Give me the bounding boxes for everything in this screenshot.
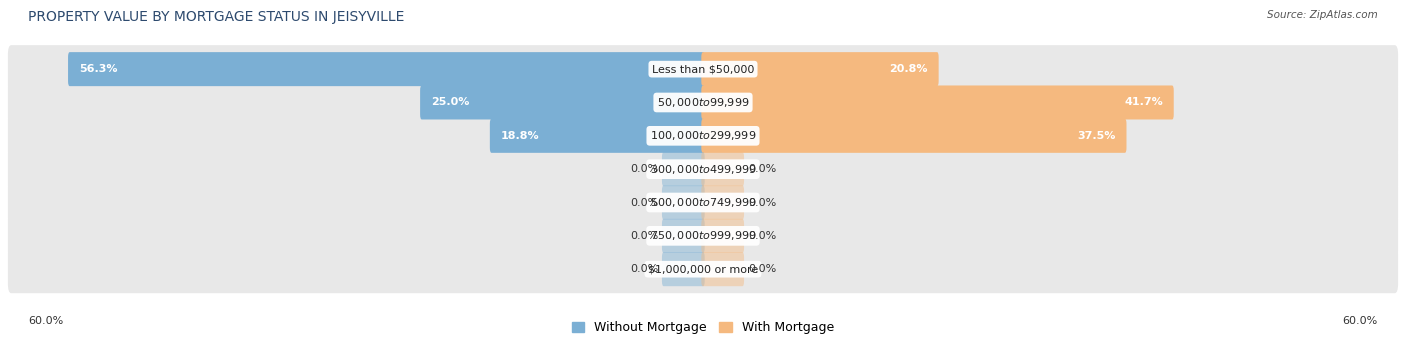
Text: Source: ZipAtlas.com: Source: ZipAtlas.com: [1267, 10, 1378, 20]
Text: 0.0%: 0.0%: [748, 198, 776, 207]
Text: 20.8%: 20.8%: [890, 64, 928, 74]
Text: PROPERTY VALUE BY MORTGAGE STATUS IN JEISYVILLE: PROPERTY VALUE BY MORTGAGE STATUS IN JEI…: [28, 10, 405, 24]
Text: 37.5%: 37.5%: [1077, 131, 1116, 141]
Text: $500,000 to $749,999: $500,000 to $749,999: [650, 196, 756, 209]
FancyBboxPatch shape: [8, 245, 1398, 293]
FancyBboxPatch shape: [702, 219, 744, 253]
FancyBboxPatch shape: [662, 152, 704, 186]
Text: $300,000 to $499,999: $300,000 to $499,999: [650, 163, 756, 176]
Text: Less than $50,000: Less than $50,000: [652, 64, 754, 74]
FancyBboxPatch shape: [702, 252, 744, 286]
FancyBboxPatch shape: [8, 212, 1398, 260]
Text: 0.0%: 0.0%: [630, 164, 658, 174]
FancyBboxPatch shape: [8, 79, 1398, 126]
Text: 0.0%: 0.0%: [630, 231, 658, 241]
Text: $750,000 to $999,999: $750,000 to $999,999: [650, 230, 756, 242]
Text: 25.0%: 25.0%: [430, 98, 470, 107]
FancyBboxPatch shape: [702, 119, 1126, 153]
Text: 56.3%: 56.3%: [79, 64, 117, 74]
FancyBboxPatch shape: [702, 85, 1174, 119]
FancyBboxPatch shape: [489, 119, 704, 153]
Text: 60.0%: 60.0%: [1343, 317, 1378, 326]
FancyBboxPatch shape: [420, 85, 704, 119]
FancyBboxPatch shape: [662, 186, 704, 220]
FancyBboxPatch shape: [67, 52, 704, 86]
Legend: Without Mortgage, With Mortgage: Without Mortgage, With Mortgage: [572, 321, 834, 334]
Text: $1,000,000 or more: $1,000,000 or more: [648, 264, 758, 274]
FancyBboxPatch shape: [702, 186, 744, 220]
Text: $100,000 to $299,999: $100,000 to $299,999: [650, 129, 756, 142]
FancyBboxPatch shape: [662, 219, 704, 253]
Text: $50,000 to $99,999: $50,000 to $99,999: [657, 96, 749, 109]
FancyBboxPatch shape: [8, 45, 1398, 93]
FancyBboxPatch shape: [702, 152, 744, 186]
FancyBboxPatch shape: [662, 252, 704, 286]
Text: 0.0%: 0.0%: [748, 164, 776, 174]
FancyBboxPatch shape: [702, 52, 939, 86]
Text: 0.0%: 0.0%: [630, 198, 658, 207]
Text: 0.0%: 0.0%: [748, 231, 776, 241]
FancyBboxPatch shape: [8, 112, 1398, 160]
Text: 0.0%: 0.0%: [630, 264, 658, 274]
Text: 0.0%: 0.0%: [748, 264, 776, 274]
FancyBboxPatch shape: [8, 178, 1398, 226]
Text: 18.8%: 18.8%: [501, 131, 538, 141]
Text: 41.7%: 41.7%: [1125, 98, 1163, 107]
Text: 60.0%: 60.0%: [28, 317, 63, 326]
FancyBboxPatch shape: [8, 145, 1398, 193]
